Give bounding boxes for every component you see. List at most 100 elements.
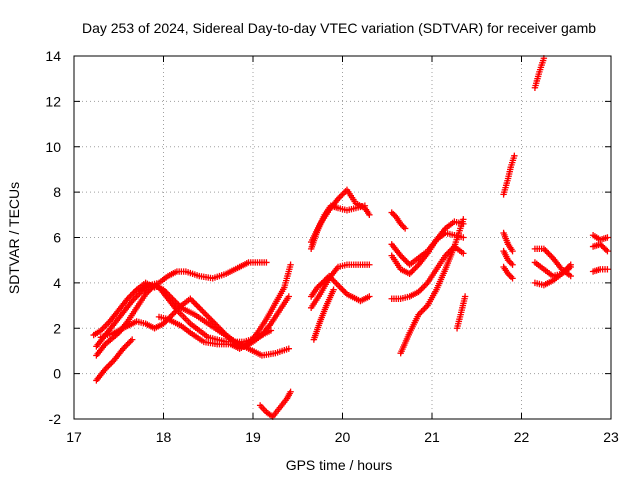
grid [74, 56, 611, 419]
y-tick-label: 14 [45, 48, 61, 64]
data-point-track-n [388, 209, 395, 216]
data-point-track-ac [604, 247, 611, 255]
data-point-track-l [331, 278, 339, 286]
axis-ticks: 17 18 19 20 21 22 23 -2 0 2 4 6 8 10 12 14 [45, 48, 619, 445]
x-tick-label: 23 [603, 429, 619, 445]
data-point-track-j [361, 202, 369, 209]
data-point-track-o [460, 234, 467, 241]
data-point-track-e [199, 307, 206, 315]
data-point-track-e [200, 309, 207, 316]
data-point-track-d [106, 361, 113, 368]
data-points [90, 55, 611, 420]
data-point-track-d [105, 362, 112, 370]
data-point-track-y [542, 247, 549, 254]
chart-title: Day 253 of 2024, Sidereal Day-to-day VTE… [82, 20, 596, 36]
data-point-track-u [507, 260, 515, 267]
data-point-track-ad [604, 266, 611, 273]
data-point-track-s [461, 293, 469, 300]
data-point-track-i [339, 191, 346, 198]
data-point-track-l [366, 293, 373, 300]
data-point-track-e [193, 301, 200, 309]
data-point-track-l [339, 286, 346, 293]
data-point-track-l [337, 284, 345, 292]
data-point-track-r [419, 306, 427, 314]
data-point-track-q [421, 282, 428, 290]
data-point-track-d [127, 337, 134, 345]
data-point-track-d [128, 336, 136, 343]
data-point-track-y [545, 250, 552, 257]
data-point-track-y [546, 251, 554, 259]
data-point-track-r [460, 216, 467, 223]
data-point-track-l [333, 280, 340, 287]
x-axis-label: GPS time / hours [286, 457, 393, 473]
data-point-track-h [287, 388, 294, 395]
data-point-track-d [108, 359, 115, 367]
data-point-track-k [366, 261, 373, 268]
y-tick-label: 4 [53, 275, 61, 291]
y-tick-label: 2 [53, 320, 61, 336]
y-tick-label: 0 [53, 366, 61, 382]
data-point-track-u [509, 261, 516, 268]
y-tick-label: 12 [45, 93, 61, 109]
data-point-track-e [197, 306, 204, 313]
y-tick-label: 6 [53, 230, 61, 246]
data-point-track-w [511, 152, 518, 160]
data-point-track-d [123, 342, 130, 349]
data-point-track-n [400, 223, 407, 231]
data-point-track-f [263, 259, 270, 266]
data-point-track-p [410, 266, 418, 273]
data-point-track-q [460, 250, 467, 257]
x-tick-label: 20 [335, 429, 351, 445]
data-point-track-e [203, 312, 210, 319]
data-point-track-e [169, 311, 176, 318]
data-point-track-v [509, 275, 516, 282]
x-tick-label: 19 [245, 429, 261, 445]
data-point-track-l [334, 281, 342, 289]
data-point-track-e [205, 313, 212, 321]
x-tick-label: 22 [514, 429, 530, 445]
x-tick-label: 18 [156, 429, 172, 445]
data-point-track-r [421, 305, 428, 312]
y-tick-label: 8 [53, 184, 61, 200]
y-tick-label: 10 [45, 139, 61, 155]
data-point-track-aa [567, 263, 574, 271]
data-point-track-e [188, 297, 196, 304]
data-point-track-y [567, 272, 574, 280]
plot-frame [73, 55, 612, 420]
data-point-track-e [194, 303, 202, 310]
data-point-track-q [418, 285, 425, 293]
data-point-track-o [400, 255, 407, 262]
data-point-track-e [285, 293, 292, 300]
x-tick-label: 17 [66, 429, 82, 445]
data-point-track-y [543, 248, 551, 256]
data-point-track-c [285, 345, 292, 352]
data-point-track-l [319, 278, 327, 286]
data-point-track-n [401, 225, 409, 232]
data-point-track-m [330, 286, 337, 293]
data-point-track-e [191, 300, 199, 307]
data-point-track-i [366, 211, 373, 219]
data-point-track-p [407, 269, 415, 276]
data-point-track-o [401, 256, 409, 264]
data-point-track-d [125, 339, 133, 346]
data-point-track-e [196, 304, 203, 312]
data-point-track-v [507, 273, 515, 281]
data-point-track-l [340, 287, 348, 295]
data-point-track-e [202, 310, 209, 318]
y-axis-label: SDTVAR / TECUs [6, 182, 22, 294]
data-point-track-i [337, 192, 345, 200]
data-point-track-n [390, 210, 397, 218]
data-point-track-ab [604, 234, 611, 241]
data-point-track-r [418, 308, 425, 315]
x-tick-label: 21 [424, 429, 440, 445]
data-point-track-g [287, 261, 294, 268]
data-point-track-d [124, 340, 131, 348]
data-point-track-q [419, 284, 427, 291]
data-point-track-l [336, 283, 343, 290]
data-point-track-p [412, 264, 419, 271]
data-point-track-t [509, 247, 516, 255]
data-point-track-ac [602, 246, 610, 253]
y-tick-label: -2 [49, 411, 62, 427]
data-point-track-i [340, 189, 348, 197]
